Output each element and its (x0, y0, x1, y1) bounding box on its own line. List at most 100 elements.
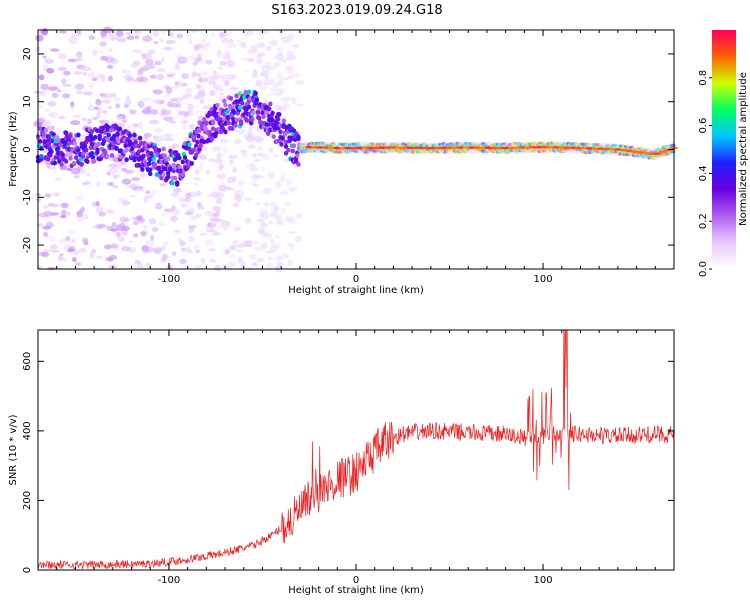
spectrogram-cell (502, 142, 508, 146)
spectrogram-cell (278, 129, 283, 135)
spectrogram-cell (153, 204, 162, 208)
spectrogram-cell (455, 141, 460, 146)
spectrogram-cell (232, 103, 237, 109)
spectrogram-cell (62, 83, 72, 87)
spectrogram-cell (69, 104, 74, 111)
spectrogram-cell (215, 88, 224, 92)
snr-y-axis-label: SNR (10 * v/v) (8, 414, 19, 485)
spectrogram-cell (498, 150, 503, 154)
spectrogram-cell (63, 71, 71, 76)
spectrogram-cell (168, 137, 175, 142)
spectrogram-cell (232, 240, 239, 248)
spectrogram-cell (144, 239, 155, 247)
spectrogram-cell (219, 138, 229, 144)
spectrogram-y-tick-label: 10 (22, 95, 33, 108)
spectrogram-cell (188, 226, 194, 233)
spectrogram-cell (99, 49, 105, 54)
spectrogram-core (372, 146, 381, 150)
spectrogram-cell (259, 29, 268, 35)
spectrogram-cell (219, 92, 225, 96)
spectrogram-cell (133, 220, 139, 226)
spectrogram-cell (269, 81, 276, 86)
spectrogram-cell (246, 104, 252, 110)
spectrogram-cell (189, 161, 194, 166)
spectrogram-cell (82, 72, 88, 76)
spectrogram-x-axis-label: Height of straight line (km) (288, 285, 424, 296)
spectrogram-cell (219, 31, 225, 39)
spectrogram-cell (256, 152, 264, 156)
spectrogram-cell (63, 159, 69, 164)
spectrogram-cell (74, 195, 84, 201)
spectrogram-cell (232, 110, 237, 115)
spectrogram-cell (268, 147, 274, 153)
spectrogram-cell (201, 139, 207, 145)
spectrogram-cell (109, 152, 115, 158)
spectrogram-cell (145, 190, 151, 194)
spectrogram-cell (220, 220, 231, 228)
spectrogram-cell (222, 146, 228, 154)
spectrogram-x-tick-label: -100 (158, 274, 181, 285)
spectrogram-cell (96, 223, 107, 229)
spectrogram-cell (158, 38, 165, 43)
spectrogram-cell (180, 159, 185, 165)
spectrogram-cell (212, 212, 220, 217)
spectrogram-cell (47, 140, 52, 146)
spectrogram-cell (210, 32, 215, 37)
spectrogram-cell (60, 209, 67, 217)
spectrogram-cell (71, 249, 80, 256)
spectrogram-cell (82, 91, 93, 96)
spectrogram-cell (203, 76, 209, 83)
spectrogram-cell (271, 134, 276, 140)
spectrogram-cell (87, 137, 92, 143)
spectrogram-cell (228, 96, 234, 101)
spectrogram-cell (40, 83, 49, 91)
spectrogram-cell (254, 246, 262, 252)
spectrogram-cell (112, 156, 117, 162)
spectrogram-cell (236, 249, 243, 253)
spectrogram-cell (161, 146, 166, 152)
spectrogram-cell (177, 56, 188, 64)
spectrogram-cell (170, 215, 178, 222)
spectrogram-cell (68, 155, 73, 161)
spectrogram-cell (237, 91, 243, 96)
spectrogram-cell (91, 248, 96, 254)
spectrogram-cell (197, 202, 202, 208)
spectrogram-cell (119, 216, 128, 223)
spectrogram-cell (103, 244, 112, 250)
spectrogram-cell (62, 139, 68, 145)
spectrogram-cell (286, 67, 296, 74)
spectrogram-cell (208, 79, 217, 85)
spectrogram-cell (226, 41, 237, 49)
spectrogram-cell (105, 56, 115, 64)
spectrogram-cell (276, 47, 284, 52)
spectrogram-y-tick-label: -20 (22, 237, 33, 253)
spectrogram-cell (182, 141, 188, 146)
spectrogram-cell (76, 132, 81, 138)
spectrogram-cell (136, 149, 142, 155)
spectrogram-cell (275, 181, 281, 188)
spectrogram-cell (180, 202, 188, 209)
spectrogram-core (344, 146, 353, 150)
spectrogram-cell (210, 191, 220, 199)
spectrogram-cell (199, 70, 209, 76)
spectrogram-core (462, 146, 471, 149)
spectrogram-cell (295, 212, 303, 219)
spectrogram-cell (276, 72, 284, 80)
spectrogram-cell (121, 178, 132, 185)
spectrogram-core (378, 146, 387, 150)
spectrogram-cell (140, 66, 149, 72)
spectrogram-cell (149, 109, 159, 115)
spectrogram-cell (126, 35, 135, 40)
spectrogram-core (658, 150, 667, 154)
spectrogram-cell (121, 69, 131, 74)
spectrogram-cell (43, 108, 51, 112)
spectrogram-cell (76, 147, 81, 153)
spectrogram-cell (188, 123, 195, 130)
spectrogram-cell (274, 82, 280, 88)
spectrogram-cell (221, 263, 227, 269)
spectrogram-cell (67, 245, 76, 252)
spectrogram-cell (250, 240, 261, 245)
spectrogram-cell (285, 254, 290, 259)
spectrogram-cell (77, 31, 82, 36)
